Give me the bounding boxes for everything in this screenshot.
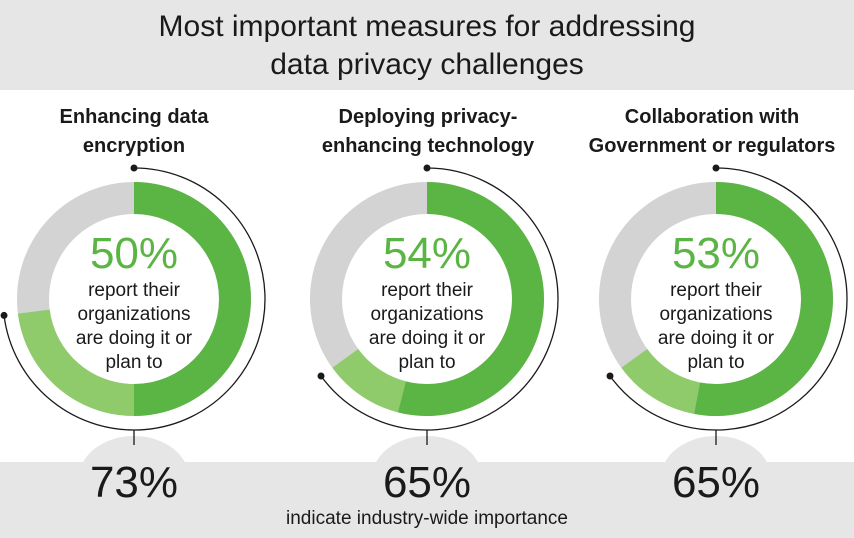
panel-center-description: report their organizations are doing it …: [34, 279, 234, 375]
panel-heading-privacy-tech: Deploying privacy- enhancing technology: [288, 103, 568, 161]
panel-heading-line: Government or regulators: [588, 135, 836, 157]
donut-segment-doing: [134, 182, 251, 416]
description-line: organizations: [659, 304, 773, 325]
panel-heading-collaboration: Collaboration with Government or regulat…: [572, 103, 852, 161]
donut-segment-importance: [17, 309, 135, 416]
importance-arc-end-dot: [317, 372, 325, 380]
donut-segment-importance: [621, 348, 701, 414]
panel-heading-line: Collaboration with: [624, 106, 800, 128]
description-line: plan to: [105, 352, 163, 373]
importance-arc: [3, 167, 266, 431]
panel-importance-percent: 65%: [382, 458, 472, 507]
footnote: indicate industry-wide importance: [286, 508, 568, 529]
chart-title-line-1: Most important measures for addressing: [158, 10, 696, 43]
importance-arc-start-dot: [712, 164, 720, 172]
importance-arc: [609, 167, 848, 431]
importance-halo: [661, 436, 771, 520]
importance-arc: [320, 167, 559, 431]
panel-center-percent: 54%: [382, 229, 472, 278]
panel-heading-line: Enhancing data: [59, 106, 209, 128]
panel-importance-percent: 65%: [671, 458, 761, 507]
importance-arc-end-dot: [0, 311, 8, 319]
description-line: organizations: [77, 304, 191, 325]
panel-importance-percent: 73%: [89, 458, 179, 507]
importance-halo: [372, 436, 482, 520]
description-line: plan to: [687, 352, 745, 373]
description-line: are doing it or: [75, 328, 193, 349]
donut-segment-importance: [332, 348, 406, 413]
donut-segment-doing: [397, 182, 544, 416]
panel-center-description: report their organizations are doing it …: [616, 279, 816, 375]
importance-halo: [79, 436, 189, 520]
importance-arc-start-dot: [130, 164, 138, 172]
description-line: organizations: [370, 304, 484, 325]
panel-heading-line: encryption: [82, 135, 186, 157]
description-line: are doing it or: [368, 328, 486, 349]
panel-center-percent: 53%: [671, 229, 761, 278]
description-line: plan to: [398, 352, 456, 373]
donut-segment-doing: [694, 182, 833, 417]
chart-title-line-2: data privacy challenges: [270, 48, 584, 81]
panel-heading-line: enhancing technology: [321, 135, 535, 157]
header-band: [0, 0, 854, 90]
description-line: report their: [381, 280, 473, 301]
importance-arc-start-dot: [423, 164, 431, 172]
description-line: are doing it or: [657, 328, 775, 349]
panel-heading-encryption: Enhancing data encryption: [0, 103, 274, 161]
chart-title: Most important measures for addressing d…: [0, 8, 854, 84]
description-line: report their: [670, 280, 762, 301]
importance-arc-end-dot: [606, 372, 614, 380]
description-line: report their: [88, 280, 180, 301]
panel-center-percent: 50%: [89, 229, 179, 278]
panel-heading-line: Deploying privacy-: [338, 106, 518, 128]
panel-center-description: report their organizations are doing it …: [327, 279, 527, 375]
